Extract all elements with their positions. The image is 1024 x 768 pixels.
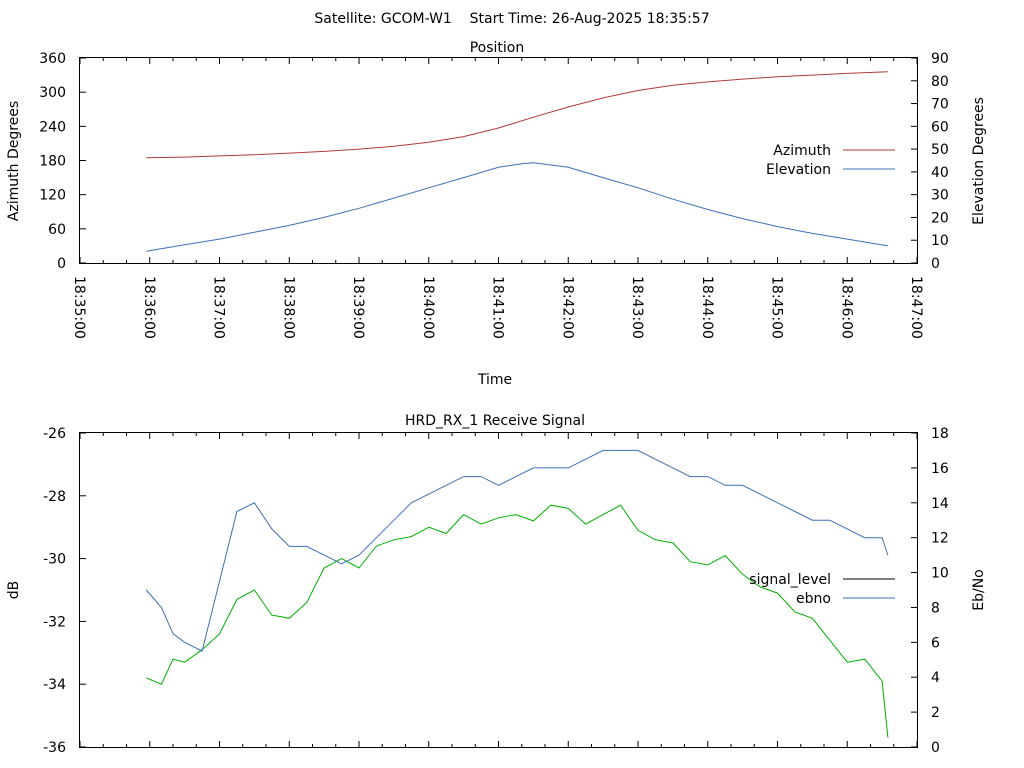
- y2-tick-label: 80: [931, 74, 949, 90]
- y2-tick-label: 0: [931, 256, 940, 272]
- y-tick-label: 120: [39, 188, 66, 204]
- receive-y2label: Eb/No: [971, 569, 987, 611]
- x-tick-label: 18:46:00: [838, 276, 854, 339]
- y2-tick-label: 0: [931, 740, 940, 756]
- legend-label: ebno: [796, 591, 831, 607]
- x-tick-label: 18:37:00: [211, 276, 227, 339]
- y-tick-label: 60: [48, 222, 66, 238]
- y2-tick-label: 40: [931, 165, 949, 181]
- legend-label: signal_level: [749, 572, 831, 588]
- position-ylabel: Azimuth Degrees: [6, 101, 22, 221]
- y-tick-label: -30: [43, 552, 66, 568]
- y2-tick-label: 12: [931, 531, 949, 547]
- series-line-ebno: [145, 449, 889, 652]
- x-tick-label: 18:40:00: [420, 276, 436, 339]
- receive-signal-chart: HRD_RX_1 Receive Signal dB Eb/No -36 -34 -…: [6, 413, 987, 756]
- position-plot-frame: [79, 57, 918, 264]
- y2-tick-label: 10: [931, 566, 949, 582]
- receive-ylabel: dB: [6, 581, 22, 600]
- legend-label: Elevation: [766, 162, 831, 178]
- position-xlabel: Time: [477, 372, 512, 388]
- x-tick-label: 18:45:00: [769, 276, 785, 339]
- x-tick-label: 18:35:00: [71, 276, 87, 339]
- y2-tick-label: 16: [931, 461, 949, 477]
- position-chart-title: Position: [470, 40, 525, 56]
- x-tick-label: 18:36:00: [141, 276, 157, 339]
- x-tick-label: 18:39:00: [350, 276, 366, 339]
- x-tick-label: 18:47:00: [908, 276, 924, 339]
- y2-tick-label: 2: [931, 705, 940, 721]
- legend-label: Azimuth: [773, 143, 831, 159]
- y-tick-label: -26: [43, 426, 66, 442]
- y2-tick-label: 6: [931, 635, 940, 651]
- y-tick-label: -36: [43, 740, 66, 756]
- y2-tick-label: 90: [931, 51, 949, 67]
- position-y2label: Elevation Degrees: [971, 97, 987, 225]
- y2-tick-label: 8: [931, 600, 940, 616]
- y2-tick-label: 60: [931, 119, 949, 135]
- series-line-signal-level: [146, 504, 889, 738]
- x-tick-label: 18:44:00: [699, 276, 715, 339]
- y2-tick-label: 18: [931, 426, 949, 442]
- y2-tick-label: 30: [931, 188, 949, 204]
- x-tick-label: 18:43:00: [629, 276, 645, 339]
- y2-tick-label: 10: [931, 233, 949, 249]
- y2-tick-label: 14: [931, 496, 949, 512]
- position-chart: Position Time Azimuth Degrees Elevation …: [6, 40, 987, 388]
- y-tick-label: 360: [39, 51, 66, 67]
- y2-tick-label: 50: [931, 142, 949, 158]
- y-tick-label: 180: [39, 154, 66, 170]
- y-tick-label: 300: [39, 85, 66, 101]
- x-tick-label: 18:41:00: [490, 276, 506, 339]
- receive-plot-frame: [79, 432, 918, 748]
- x-tick-label: 18:42:00: [559, 276, 575, 339]
- y-tick-label: -28: [43, 489, 66, 505]
- y2-tick-label: 70: [931, 97, 949, 113]
- x-tick-label: 18:38:00: [280, 276, 296, 339]
- y-tick-label: -34: [43, 677, 66, 693]
- y-tick-label: 240: [39, 119, 66, 135]
- y-tick-label: -32: [43, 614, 66, 630]
- y-tick-label: 0: [57, 256, 66, 272]
- figure-header: Satellite: GCOM-W1 Start Time: 26-Aug-20…: [314, 11, 709, 27]
- y2-tick-label: 20: [931, 210, 949, 226]
- series-line-azimuth: [146, 71, 888, 159]
- y2-tick-label: 4: [931, 670, 940, 686]
- receive-chart-title: HRD_RX_1 Receive Signal: [405, 413, 585, 429]
- series-line-elevation: [146, 162, 888, 252]
